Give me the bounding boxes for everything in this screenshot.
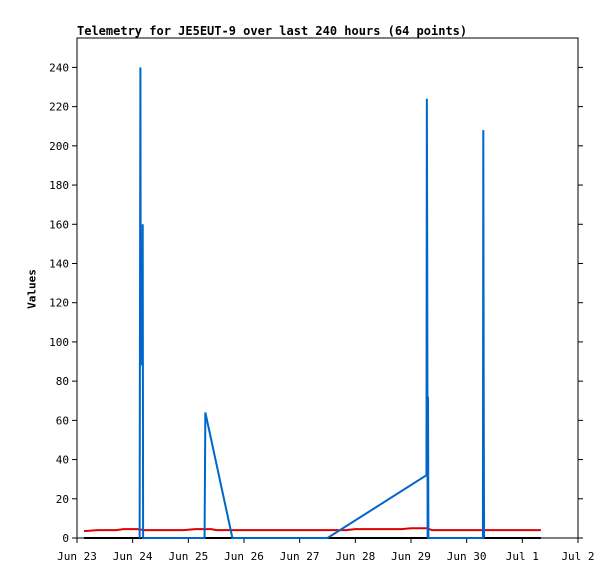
y-tick-label: 80 — [56, 375, 69, 388]
y-tick-label: 0 — [62, 532, 69, 545]
x-tick-label: Jun 29 — [391, 550, 431, 563]
x-tick-label: Jul 1 — [506, 550, 539, 563]
series-line-2 — [83, 527, 541, 533]
y-tick-label: 160 — [49, 218, 69, 231]
y-tick-label: 20 — [56, 493, 69, 506]
y-tick-label: 180 — [49, 179, 69, 192]
y-tick-label: 120 — [49, 297, 69, 310]
y-tick-label: 200 — [49, 140, 69, 153]
x-tick-label: Jun 30 — [447, 550, 487, 563]
y-tick-label: 240 — [49, 61, 69, 74]
x-tick-label: Jul 2 — [561, 550, 594, 563]
y-tick-label: 40 — [56, 454, 69, 467]
x-tick-label: Jun 23 — [57, 550, 97, 563]
y-tick-label: 100 — [49, 336, 69, 349]
y-tick-label: 60 — [56, 414, 69, 427]
y-tick-label: 140 — [49, 257, 69, 270]
x-tick-label: Jun 26 — [224, 550, 264, 563]
y-tick-label: 220 — [49, 101, 69, 114]
x-tick-label: Jun 28 — [335, 550, 375, 563]
series-line-3 — [138, 67, 486, 539]
x-tick-label: Jun 25 — [168, 550, 208, 563]
x-tick-label: Jun 27 — [280, 550, 320, 563]
chart-title: Telemetry for JE5EUT-9 over last 240 hou… — [77, 24, 468, 38]
x-tick-label: Jun 24 — [113, 550, 153, 563]
plot-frame — [76, 37, 579, 539]
